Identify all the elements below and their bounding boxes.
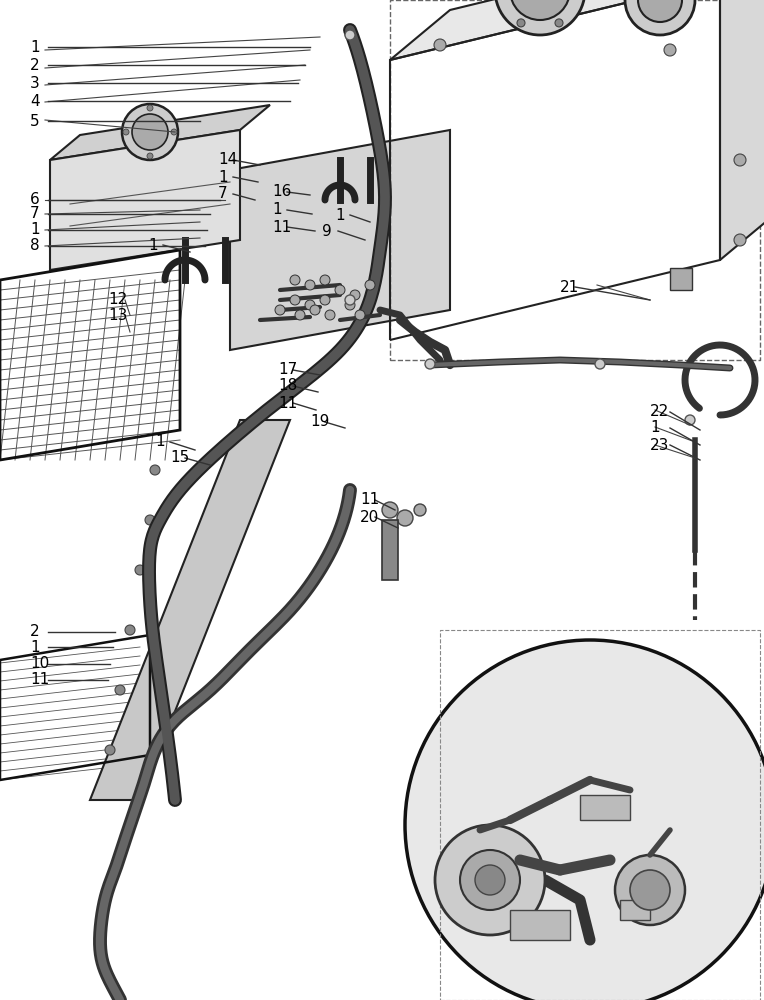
Circle shape	[345, 295, 355, 305]
Text: 11: 11	[278, 395, 297, 410]
Circle shape	[325, 310, 335, 320]
Circle shape	[275, 305, 285, 315]
Polygon shape	[390, 0, 764, 60]
Polygon shape	[720, 0, 764, 260]
Text: 3: 3	[30, 76, 40, 91]
Circle shape	[350, 290, 360, 300]
Text: 1: 1	[148, 237, 157, 252]
Circle shape	[345, 30, 355, 40]
Circle shape	[434, 39, 446, 51]
Circle shape	[734, 234, 746, 246]
Circle shape	[135, 565, 145, 575]
Text: 1: 1	[30, 39, 40, 54]
Text: 2: 2	[30, 624, 40, 640]
Circle shape	[290, 275, 300, 285]
Circle shape	[615, 855, 685, 925]
Circle shape	[435, 825, 545, 935]
Polygon shape	[90, 420, 290, 800]
Bar	[670, 268, 692, 290]
Text: 7: 7	[30, 207, 40, 222]
Bar	[620, 900, 650, 920]
Circle shape	[171, 129, 177, 135]
Circle shape	[365, 280, 375, 290]
Circle shape	[345, 300, 355, 310]
Circle shape	[132, 114, 168, 150]
Circle shape	[310, 305, 320, 315]
Text: 14: 14	[218, 152, 238, 167]
Circle shape	[734, 154, 746, 166]
Circle shape	[517, 19, 525, 27]
Polygon shape	[230, 130, 450, 350]
Text: 4: 4	[30, 94, 40, 108]
Text: 1: 1	[218, 169, 228, 184]
Circle shape	[685, 415, 695, 425]
Text: 1: 1	[272, 202, 282, 218]
Circle shape	[320, 275, 330, 285]
Circle shape	[355, 310, 365, 320]
Circle shape	[630, 870, 670, 910]
Text: 13: 13	[108, 308, 128, 324]
Text: 9: 9	[322, 224, 332, 238]
Text: 7: 7	[218, 186, 228, 202]
Circle shape	[405, 640, 764, 1000]
Circle shape	[414, 504, 426, 516]
Text: 5: 5	[30, 113, 40, 128]
Circle shape	[295, 310, 305, 320]
Circle shape	[290, 295, 300, 305]
Text: 23: 23	[650, 438, 669, 452]
Polygon shape	[50, 130, 240, 270]
Text: 2: 2	[30, 57, 40, 73]
Text: 11: 11	[30, 672, 49, 688]
Bar	[382, 520, 398, 580]
Text: 15: 15	[170, 450, 189, 466]
Circle shape	[495, 0, 585, 35]
Circle shape	[595, 359, 605, 369]
Circle shape	[397, 510, 413, 526]
Circle shape	[123, 129, 129, 135]
Circle shape	[335, 285, 345, 295]
Text: 18: 18	[278, 378, 297, 393]
Text: 16: 16	[272, 184, 291, 200]
Circle shape	[425, 359, 435, 369]
Text: 20: 20	[360, 510, 379, 524]
Circle shape	[460, 850, 520, 910]
Polygon shape	[50, 105, 270, 160]
Text: 1: 1	[335, 208, 345, 223]
Text: 19: 19	[310, 414, 329, 430]
Circle shape	[638, 0, 682, 22]
Circle shape	[664, 44, 676, 56]
Circle shape	[115, 685, 125, 695]
Circle shape	[475, 865, 505, 895]
Circle shape	[147, 153, 153, 159]
Text: 1: 1	[650, 420, 659, 436]
Circle shape	[122, 104, 178, 160]
Text: 12: 12	[108, 292, 128, 308]
Circle shape	[305, 300, 315, 310]
Text: 10: 10	[30, 656, 49, 672]
Text: 1: 1	[30, 640, 40, 654]
Circle shape	[145, 515, 155, 525]
Circle shape	[150, 465, 160, 475]
Text: 21: 21	[560, 279, 579, 294]
Text: 1: 1	[30, 223, 40, 237]
Circle shape	[125, 625, 135, 635]
Bar	[580, 795, 630, 820]
Text: 17: 17	[278, 362, 297, 377]
Circle shape	[625, 0, 695, 35]
Circle shape	[320, 295, 330, 305]
Bar	[510, 910, 570, 940]
Circle shape	[510, 0, 570, 20]
Circle shape	[305, 280, 315, 290]
Circle shape	[555, 19, 563, 27]
Text: 1: 1	[155, 434, 164, 450]
Text: 8: 8	[30, 238, 40, 253]
Circle shape	[147, 105, 153, 111]
Text: 11: 11	[272, 220, 291, 234]
Circle shape	[382, 502, 398, 518]
Text: 6: 6	[30, 192, 40, 208]
Circle shape	[105, 745, 115, 755]
Text: 11: 11	[360, 492, 379, 508]
Text: 22: 22	[650, 404, 669, 420]
